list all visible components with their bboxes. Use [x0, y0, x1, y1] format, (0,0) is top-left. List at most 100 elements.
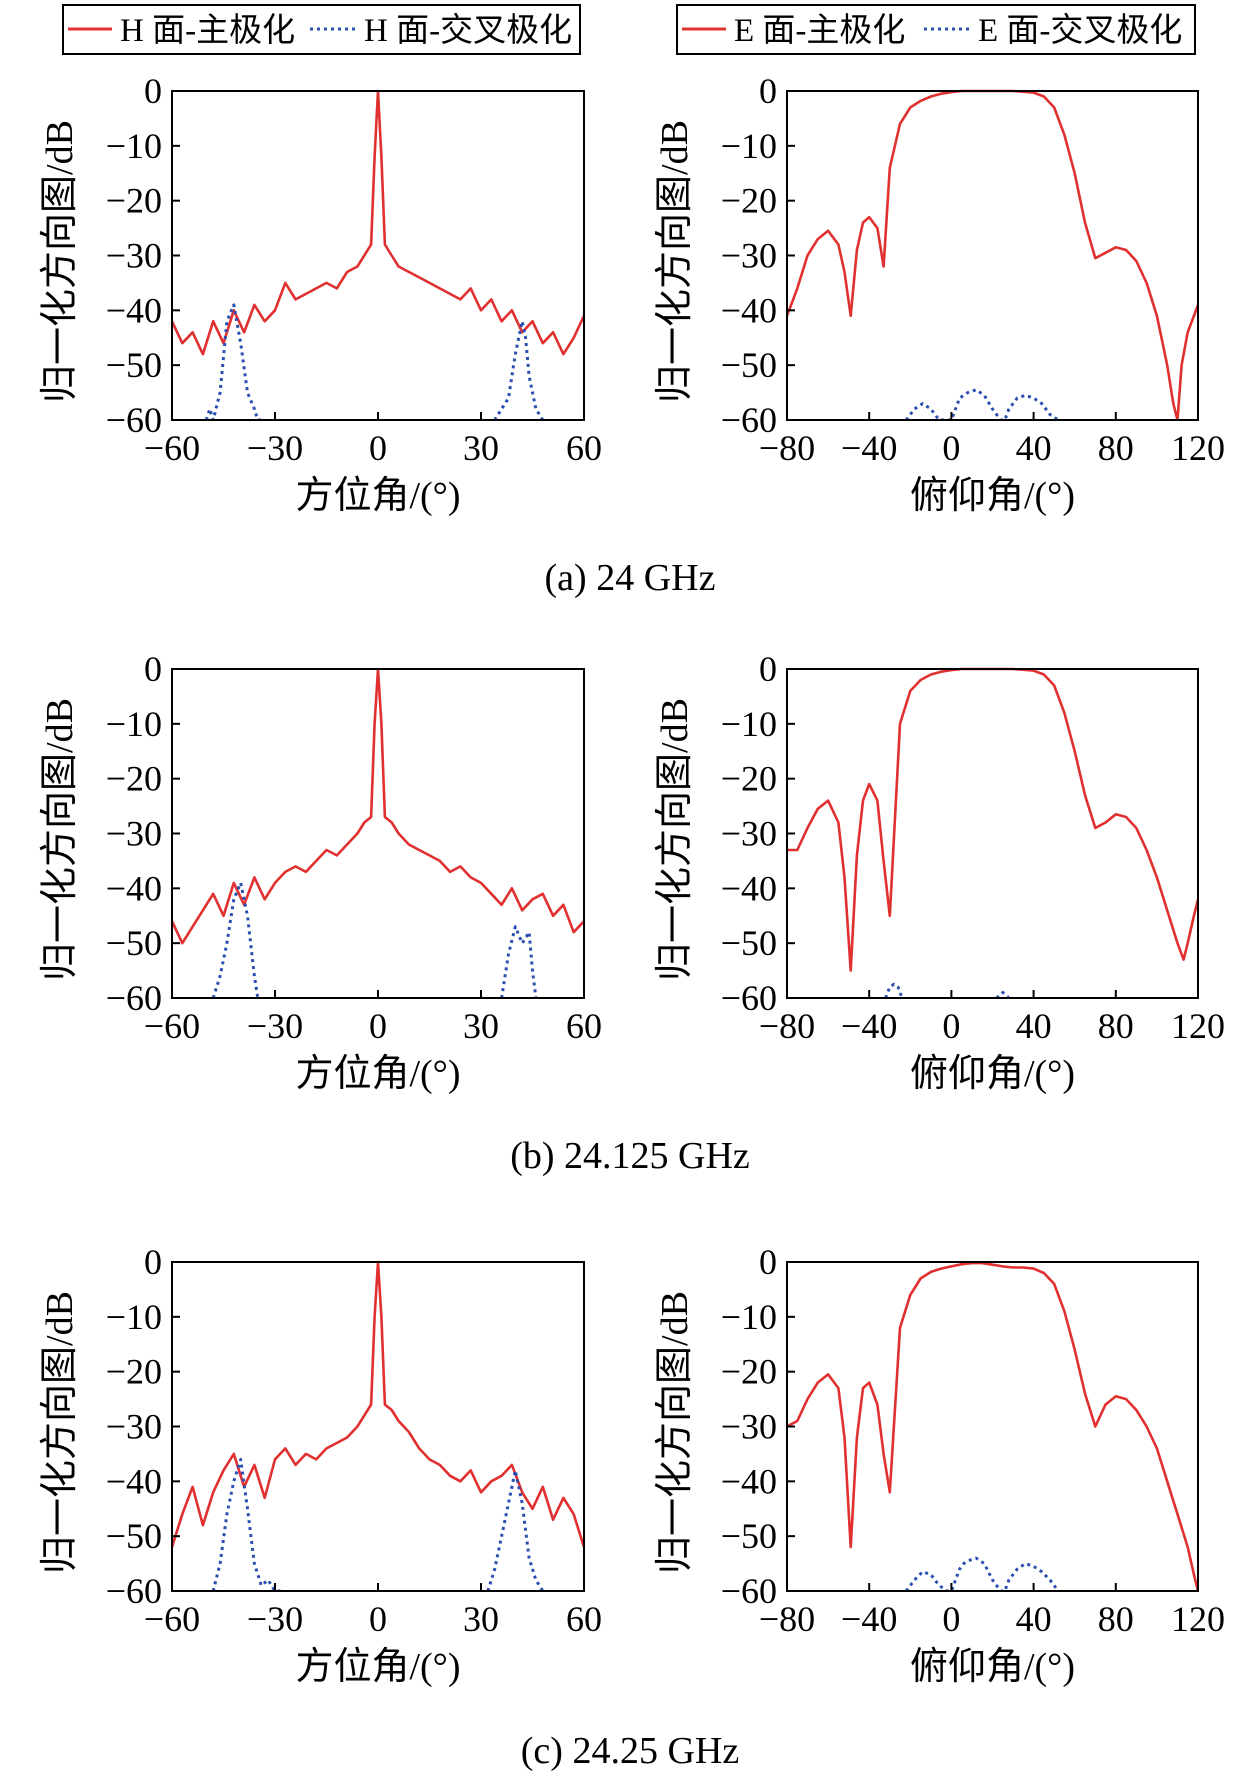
plot-frame [171, 668, 585, 999]
x-tick-label: 120 [1171, 1006, 1225, 1046]
main-pol-line-c-h-0 [172, 1260, 584, 1548]
cross-pol-line-c-e-1 [904, 1556, 1060, 1591]
legend-h-main-label: H 面-主极化 [120, 12, 295, 49]
y-tick-label: −60 [106, 978, 162, 1018]
y-tick-label: −10 [106, 126, 162, 166]
y-tick-label: −50 [721, 923, 777, 963]
y-tick-label: −60 [721, 978, 777, 1018]
x-tick-label: −40 [841, 1006, 897, 1046]
x-tick-label: 0 [369, 1599, 387, 1639]
y-tick-label: −30 [106, 1407, 162, 1447]
y-axis-label: 归一化方向图/dB [654, 1291, 696, 1574]
subfigure-caption: (b) 24.125 GHz [510, 1135, 750, 1177]
chart-a-e: 0 −10 −20 −30 −40 −50 −60−80 −40 0 40 80 120 俯仰角/(°)… [654, 71, 1225, 517]
y-tick-label: −20 [721, 1352, 777, 1392]
y-tick-label: 0 [759, 1242, 777, 1282]
x-tick-label: 60 [566, 1599, 602, 1639]
x-tick-label: 0 [942, 1006, 960, 1046]
x-tick-label: 120 [1171, 1599, 1225, 1639]
y-axis-label: 归一化方向图/dB [39, 120, 81, 403]
cross-pol-line-a-h-2 [493, 319, 545, 420]
y-tick-label: −40 [106, 868, 162, 908]
x-tick-label: −60 [144, 1006, 200, 1046]
x-axis-label: 俯仰角/(°) [910, 475, 1075, 517]
y-tick-label: −30 [721, 814, 777, 854]
y-tick-label: −50 [106, 345, 162, 385]
y-axis-label: 归一化方向图/dB [654, 698, 696, 981]
y-tick-label: −20 [106, 759, 162, 799]
y-tick-label: 0 [759, 649, 777, 689]
x-tick-label: −30 [247, 428, 303, 468]
x-tick-label: −30 [247, 1006, 303, 1046]
x-tick-label: 30 [463, 1006, 499, 1046]
legend-h-frame [62, 4, 581, 55]
y-tick-label: −20 [721, 759, 777, 799]
y-tick-label: −30 [106, 236, 162, 276]
x-tick-label: 40 [1016, 1599, 1052, 1639]
legend-e: E 面-主极化 E 面-交叉极化 [676, 4, 1196, 55]
plot-frame [171, 1261, 585, 1592]
main-pol-line-a-e-0 [787, 89, 1198, 420]
y-tick-label: −10 [721, 1297, 777, 1337]
x-tick-label: −80 [759, 1006, 815, 1046]
x-tick-label: 0 [369, 1006, 387, 1046]
y-tick-label: −40 [721, 290, 777, 330]
y-tick-label: −50 [721, 1516, 777, 1556]
y-tick-label: −60 [721, 1571, 777, 1611]
x-tick-label: 80 [1098, 1006, 1134, 1046]
y-tick-label: −50 [106, 923, 162, 963]
y-tick-label: −50 [106, 1516, 162, 1556]
y-tick-label: −20 [106, 181, 162, 221]
x-tick-label: 80 [1098, 1599, 1134, 1639]
main-pol-line-b-e-0 [787, 667, 1198, 972]
x-tick-label: −60 [144, 428, 200, 468]
y-tick-label: −30 [721, 236, 777, 276]
x-tick-label: 0 [942, 1599, 960, 1639]
y-tick-label: −10 [721, 126, 777, 166]
x-tick-label: 40 [1016, 428, 1052, 468]
y-tick-label: −60 [106, 1571, 162, 1611]
y-tick-label: −40 [721, 1461, 777, 1501]
chart-c-h: 0 −10 −20 −30 −40 −50 −60−60 −30 0 30 60 方位角/(°) 归一化… [39, 1242, 739, 1772]
x-tick-label: 0 [942, 428, 960, 468]
y-tick-label: −10 [106, 1297, 162, 1337]
subfigure-caption: (c) 24.25 GHz [521, 1730, 739, 1772]
x-tick-label: 0 [369, 428, 387, 468]
legend-e-frame [676, 4, 1196, 55]
y-tick-label: −20 [721, 181, 777, 221]
x-tick-label: 120 [1171, 428, 1225, 468]
legend-e-main-label: E 面-主极化 [734, 12, 905, 49]
x-tick-label: 30 [463, 1599, 499, 1639]
x-axis-label: 方位角/(°) [295, 1053, 460, 1095]
x-axis-label: 俯仰角/(°) [910, 1646, 1075, 1688]
y-tick-label: −40 [106, 1461, 162, 1501]
cross-pol-line-a-h-1 [204, 303, 262, 420]
x-tick-label: −40 [841, 428, 897, 468]
cross-pol-line-c-h-1 [211, 1457, 282, 1591]
cross-pol-line-b-e-1 [884, 982, 904, 998]
y-tick-label: −30 [106, 814, 162, 854]
plot-frame [786, 90, 1199, 421]
y-tick-label: 0 [759, 71, 777, 111]
chart-b-e: 0 −10 −20 −30 −40 −50 −60−80 −40 0 40 80 120 俯仰角/(°)… [654, 649, 1225, 1095]
x-tick-label: 80 [1098, 428, 1134, 468]
x-axis-label: 方位角/(°) [295, 475, 460, 517]
cross-pol-line-b-e-2 [995, 991, 1010, 998]
y-tick-label: 0 [144, 649, 162, 689]
charts: 0−10−20−30−40−50−60−60 −30 0 30 60方位角/(°)归一化… [39, 71, 1225, 1772]
x-tick-label: 60 [566, 428, 602, 468]
x-tick-label: −80 [759, 1599, 815, 1639]
y-tick-label: −60 [721, 400, 777, 440]
y-tick-label: −10 [106, 704, 162, 744]
legend-h: H 面-主极化 H 面-交叉极化 [62, 4, 581, 55]
subfigure-caption: (a) 24 GHz [545, 557, 716, 599]
y-tick-label: 0 [144, 1242, 162, 1282]
legend-h-cross-label: H 面-交叉极化 [364, 12, 572, 49]
y-tick-label: −30 [721, 1407, 777, 1447]
y-tick-label: −20 [106, 1352, 162, 1392]
main-pol-line-c-e-0 [787, 1261, 1198, 1591]
x-tick-label: −60 [144, 1599, 200, 1639]
y-tick-label: 0 [144, 71, 162, 111]
cross-pol-line-b-h-2 [500, 925, 538, 998]
